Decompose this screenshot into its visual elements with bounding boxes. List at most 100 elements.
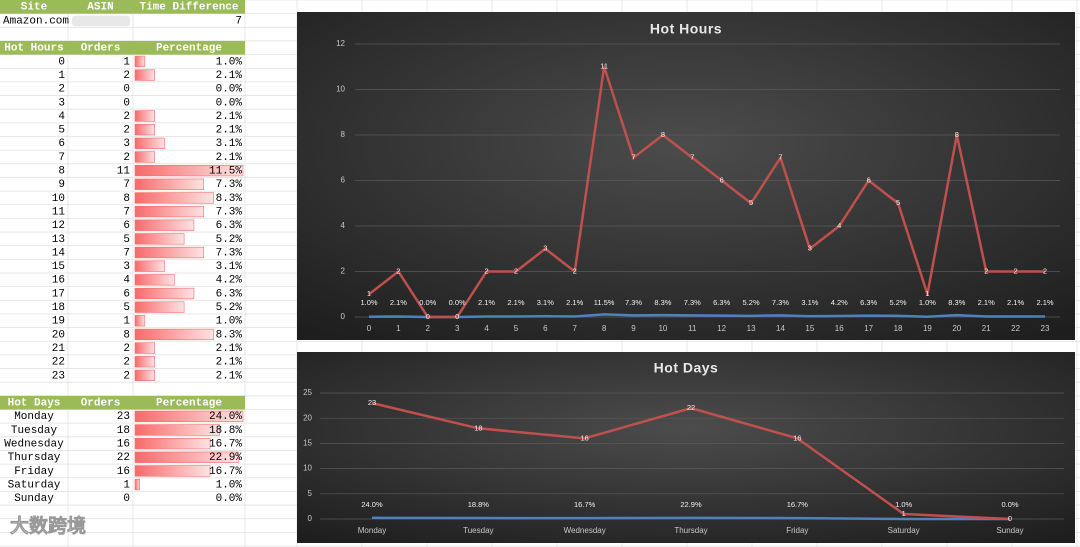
x-tick-label: Saturday [888,526,920,535]
data-label: 2 [484,266,488,275]
sheet-tables: Site ASIN Time Difference Amazon.com 7 Hot Ho… [0,0,245,505]
data-bar [134,233,185,245]
x-tick-label: 6 [543,324,548,333]
y-tick-label: 20 [303,413,312,422]
row-label: Tuesday [11,425,58,437]
percentage-cell: 7.3% [216,247,243,259]
y-tick-label: 2 [341,267,346,276]
percentage-cell: 8.3% [216,193,243,205]
data-label: 2 [1014,266,1018,275]
data-label: 7 [778,153,782,162]
data-label: 18 [474,423,482,432]
y-tick-label: 12 [336,39,345,48]
row-label: 5 [58,125,65,137]
data-bar [134,69,155,81]
percentage-cell: 8.3% [216,329,243,341]
orders-cell: 8 [123,329,130,341]
data-bar [134,124,155,136]
data-bar [134,192,214,204]
data-label: 5.2% [889,298,906,307]
percentage-cell: 2.1% [216,357,243,369]
data-label: 8 [661,130,665,139]
header-row [0,0,245,14]
row-label: 15 [52,261,65,273]
header-row [0,395,245,410]
data-label: 2.1% [1036,298,1053,307]
orders-cell: 1 [123,56,130,68]
x-tick-label: 12 [717,324,726,333]
data-label: 7.3% [625,298,642,307]
orders-cell: 2 [123,70,130,82]
x-tick-label: 7 [573,324,578,333]
row-label: 0 [58,56,65,68]
orders-cell: 16 [117,439,130,451]
data-bar [134,178,205,190]
x-tick-label: 5 [514,324,519,333]
data-bar [134,478,140,491]
x-tick-label: 14 [776,324,785,333]
data-label: 2.1% [1007,298,1024,307]
x-tick-label: 1 [396,324,401,333]
orders-cell: 7 [123,247,130,259]
data-bar [134,315,146,327]
data-label: 0 [1008,514,1012,523]
chart-area [297,12,1075,340]
data-bar [134,342,155,354]
orders-cell: 7 [123,206,130,218]
orders-cell: 2 [123,343,130,355]
orders-cell: 4 [123,275,130,287]
data-bar [134,205,205,218]
chart-title: Hot Days [654,360,719,376]
row-label: Friday [14,466,54,478]
chart-title: Hot Hours [650,21,722,37]
data-label: 0.0% [449,298,466,307]
column-header: Percentage [156,43,222,55]
row-label: 22 [52,357,65,369]
data-label: 1.0% [919,298,936,307]
data-label: 6 [720,175,724,184]
data-bar [134,246,205,259]
y-tick-label: 10 [303,464,312,473]
x-tick-label: 0 [367,324,372,333]
data-bar [134,356,155,368]
x-tick-label: 17 [864,324,873,333]
orders-cell: 0 [123,84,130,96]
data-label: 2.1% [390,298,407,307]
column-header: Percentage [156,398,222,410]
y-tick-label: 5 [308,489,313,498]
x-tick-label: Tuesday [463,526,493,535]
y-tick-label: 8 [341,130,346,139]
series-line [368,313,1045,319]
orders-cell: 2 [123,370,130,382]
percentage-cell: 0.0% [216,84,243,96]
row-label: Saturday [8,479,61,491]
row-label: 6 [58,138,65,150]
data-label: 5 [749,198,753,207]
orders-cell: 2 [123,111,130,123]
orders-cell: 3 [123,261,130,273]
data-label: 3.1% [537,298,554,307]
data-bar [134,437,211,450]
column-header: Orders [81,43,121,55]
row-label: 7 [58,152,65,164]
data-label: 5 [896,198,900,207]
data-label: 0.0% [419,298,436,307]
data-label: 2 [573,266,577,275]
data-bar [134,274,175,286]
watermark: 大数跨境 [10,514,86,537]
orders-cell: 7 [123,179,130,191]
data-label: 18.8% [468,500,490,509]
orders-cell: 5 [123,234,130,246]
row-label: 8 [58,166,65,178]
percentage-cell: 3.1% [216,138,243,150]
percentage-cell: 18.8% [209,425,242,437]
data-label: 2.1% [507,298,524,307]
orders-cell: 2 [123,125,130,137]
data-label: 3 [543,244,547,253]
x-tick-label: 23 [1041,324,1050,333]
x-tick-label: 11 [688,324,697,333]
data-bar [134,55,146,68]
percentage-cell: 6.3% [216,220,243,232]
data-label: 23 [368,398,376,407]
